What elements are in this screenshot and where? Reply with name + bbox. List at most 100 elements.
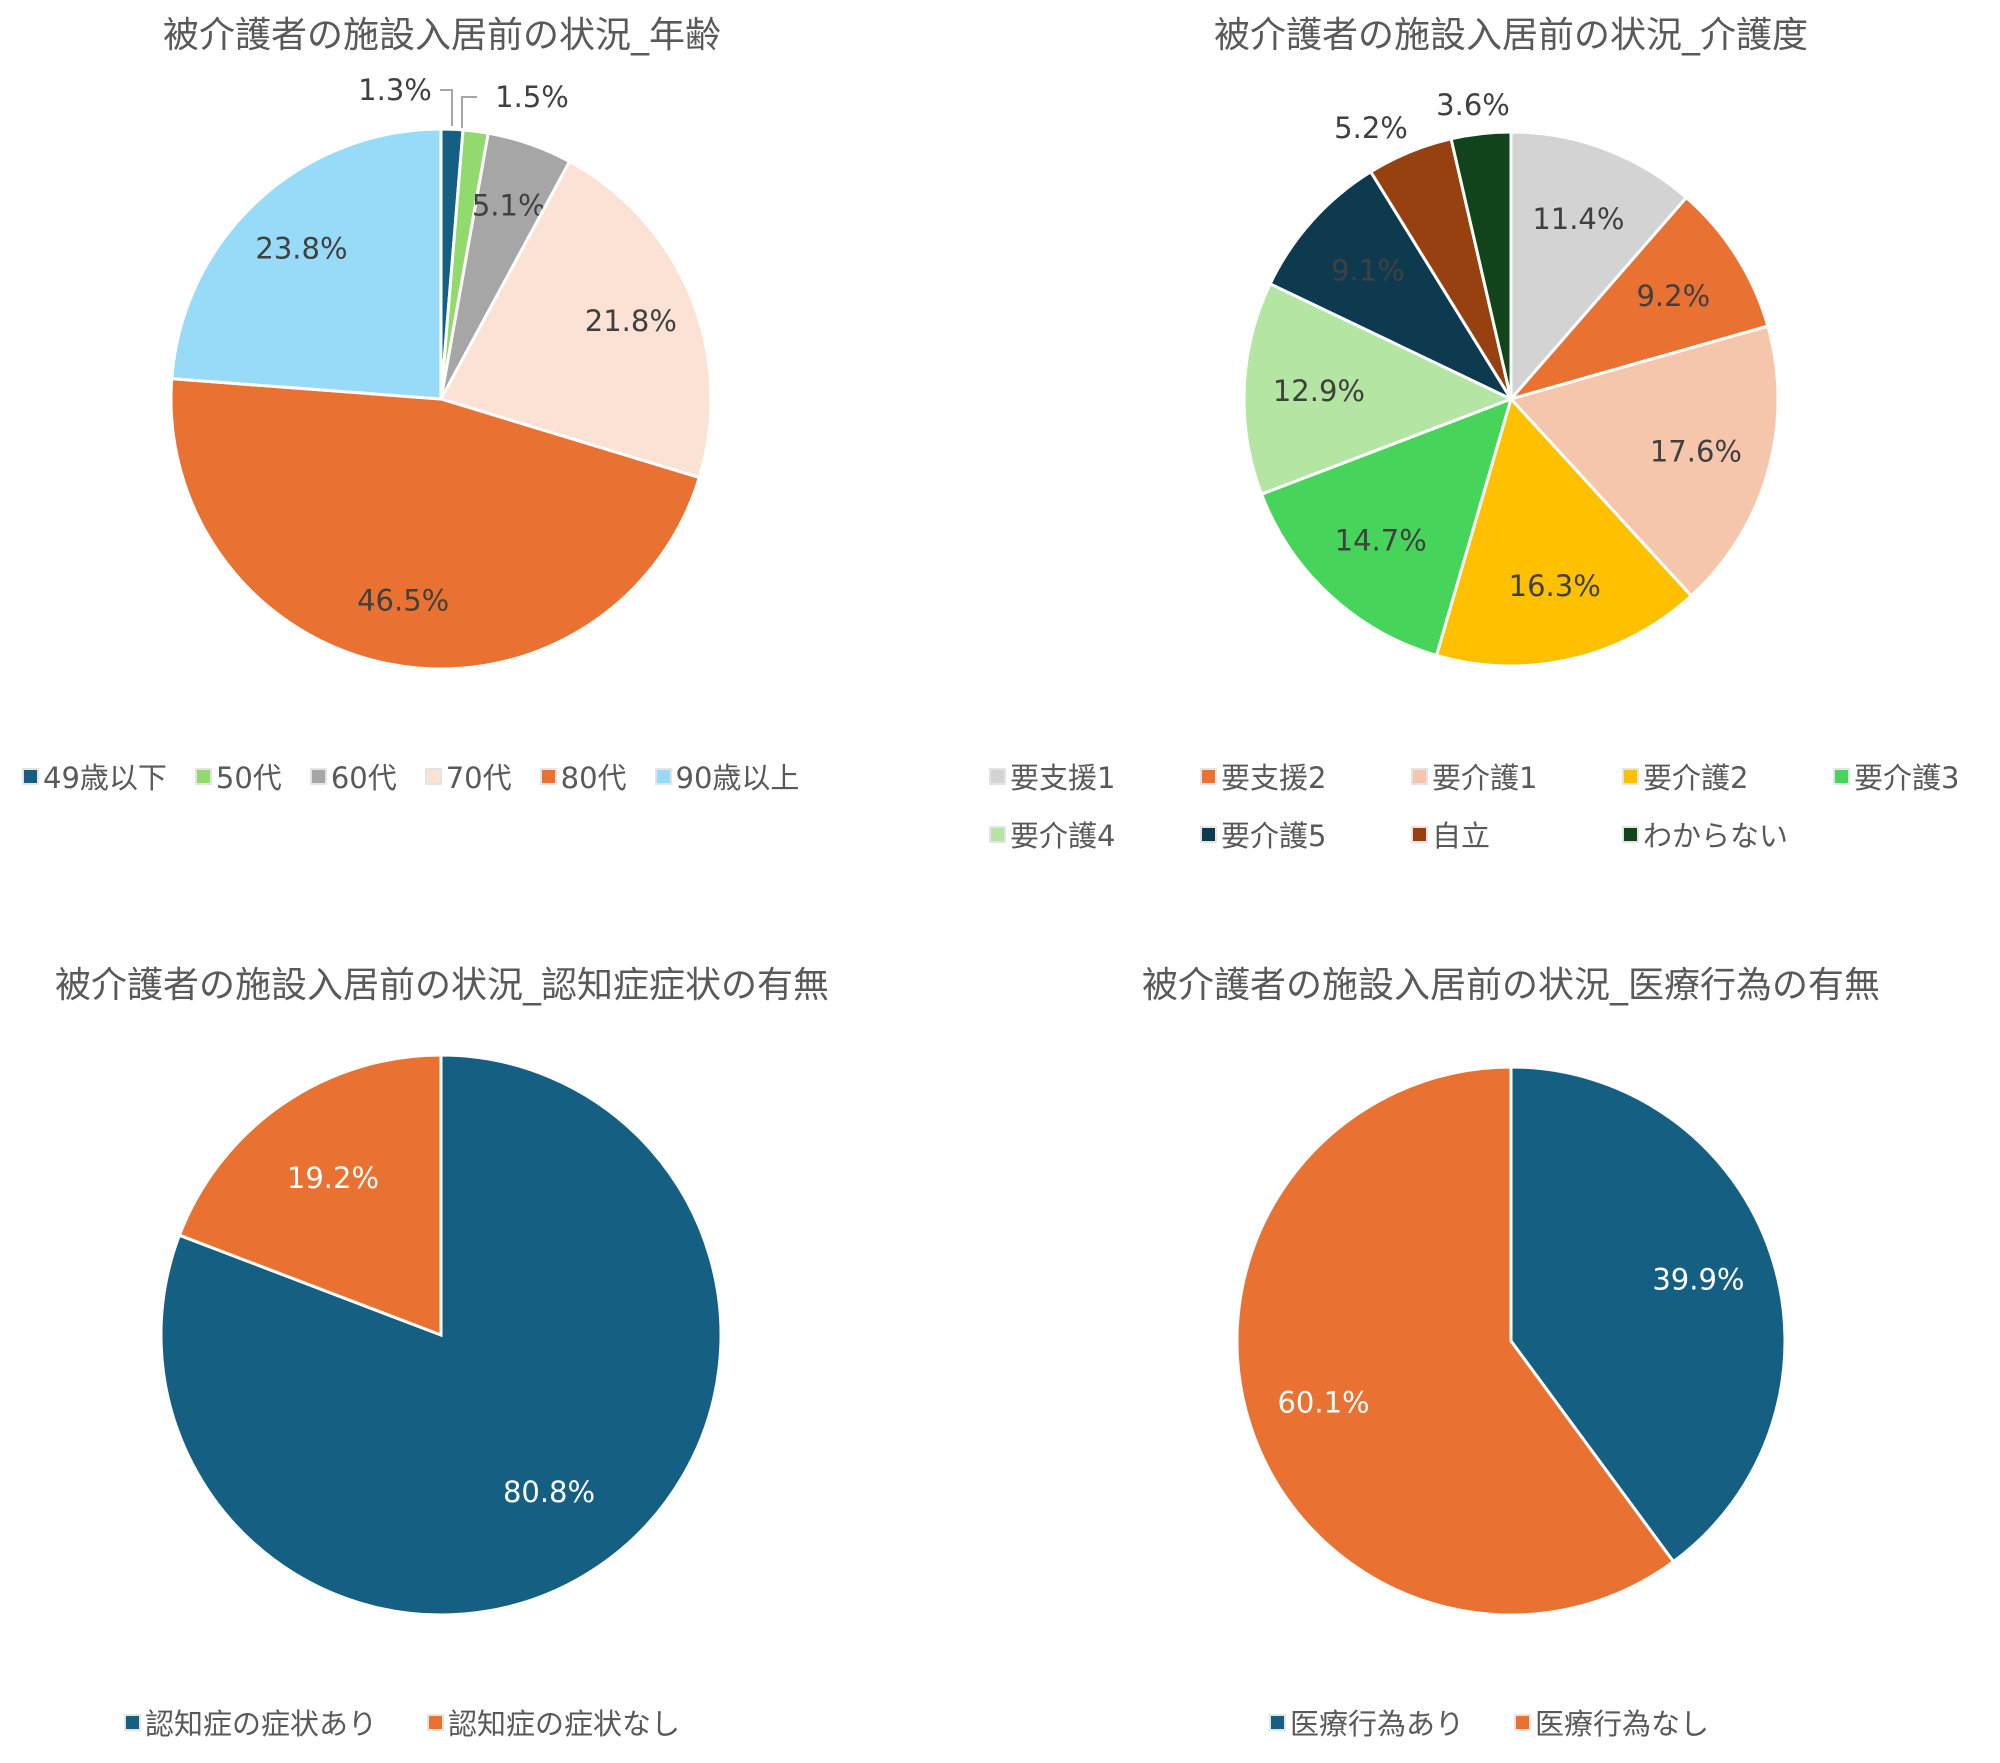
legend-care-level: 要支援1 要支援2 要介護1 要介護2 要介護3 要介護4 要介護5 自立 わからない — [989, 747, 2000, 863]
legend-item: 医療行為あり — [1269, 1693, 1465, 1751]
pie-slice — [170, 127, 443, 401]
chart-title-age: 被介護者の施設入居前の状況_年齢 — [162, 15, 722, 56]
legend-medical: 医療行為あり 医療行為なし — [1269, 1693, 1761, 1751]
legend-marker-icon — [1411, 767, 1428, 785]
pie-slice — [1259, 396, 1514, 658]
legend-item: 80代 — [539, 747, 627, 805]
legend-marker-icon — [989, 825, 1006, 843]
pie-1: 11.4% 9.2% 17.6% 16.3% 14.7% 12.9% 9.1% 5.2% 3.6… — [1242, 88, 1780, 668]
legend-marker-icon — [22, 767, 39, 785]
pie-3: 39.9% 60.1% — [1235, 1065, 1787, 1617]
data-label: 9.1% — [1331, 254, 1405, 288]
data-label: 80.8% — [503, 1475, 595, 1509]
legend-marker-icon — [194, 767, 212, 785]
legend-item: 自立 — [1411, 805, 1624, 863]
pie-slice — [1508, 324, 1780, 599]
legend-item: 70代 — [424, 747, 512, 805]
legend-item: 要介護1 — [1411, 747, 1624, 805]
pie-slice — [438, 159, 713, 480]
legend-label: 医療行為あり — [1290, 1707, 1465, 1741]
legend-marker-icon — [1833, 767, 1850, 785]
legend-item: 医療行為なし — [1514, 1693, 1710, 1751]
legend-marker-icon — [309, 767, 327, 785]
legend-label: 要介護1 — [1432, 761, 1538, 795]
legend-label: 認知症の症状なし — [448, 1707, 681, 1741]
legend-item: 要介護3 — [1833, 747, 2000, 805]
data-label: 39.9% — [1652, 1262, 1744, 1296]
data-label: 46.5% — [357, 584, 449, 618]
pie-slice — [1235, 1065, 1676, 1617]
data-label: 5.2% — [1334, 111, 1408, 145]
legend-marker-icon — [124, 1713, 141, 1731]
legend-label: 医療行為なし — [1535, 1707, 1710, 1741]
pie-slice — [1506, 195, 1770, 402]
chart-title-dementia: 被介護者の施設入居前の状況_認知症症状の有無 — [54, 965, 830, 1006]
pie-slice — [177, 1053, 443, 1338]
data-label: 16.3% — [1509, 569, 1601, 603]
legend-marker-icon — [1269, 1713, 1286, 1731]
legend-label: 70代 — [445, 761, 512, 795]
data-label: 1.5% — [495, 80, 569, 114]
legend-marker-icon — [1200, 825, 1217, 843]
legend-label: 50代 — [215, 761, 282, 795]
pie-slice — [1509, 130, 1689, 404]
legend-marker-icon — [424, 767, 442, 785]
pie-slice — [1509, 1065, 1787, 1564]
data-label: 12.9% — [1273, 374, 1365, 408]
legend-age: 49歳以下 50代 60代 70代 80代 90歳以上 — [22, 747, 829, 805]
legend-label: 要介護3 — [1854, 761, 1960, 795]
data-label: 17.6% — [1650, 434, 1742, 468]
legend-item: 49歳以下 — [22, 747, 167, 805]
leader-line — [461, 96, 477, 128]
pie-0: 1.3% 1.5% 5.1% 21.8% 46.5% 23.8% — [169, 73, 713, 671]
legend-label: 要介護5 — [1221, 819, 1327, 853]
data-label: 23.8% — [255, 232, 347, 266]
legend-item: 要介護4 — [989, 805, 1202, 863]
legend-label: 要支援1 — [1010, 761, 1116, 795]
data-label: 3.6% — [1436, 88, 1510, 122]
legend-item: 60代 — [309, 747, 397, 805]
legend-marker-icon — [1200, 767, 1217, 785]
data-label: 60.1% — [1277, 1386, 1369, 1420]
legend-item: 要支援1 — [989, 747, 1202, 805]
pie-slice — [1449, 130, 1513, 400]
legend-label: わからない — [1643, 819, 1789, 853]
legend-item: 50代 — [194, 747, 282, 805]
data-label: 1.3% — [358, 73, 432, 107]
legend-item: 認知症の症状あり — [124, 1693, 378, 1751]
legend-label: 自立 — [1432, 819, 1491, 853]
legend-item: 要支援2 — [1200, 747, 1413, 805]
legend-label: 要介護2 — [1643, 761, 1749, 795]
legend-item: 認知症の症状なし — [427, 1693, 681, 1751]
legend-label: 49歳以下 — [43, 761, 167, 795]
legend-label: 認知症の症状あり — [145, 1707, 378, 1741]
data-label: 5.1% — [472, 188, 546, 222]
pie-slice — [1268, 169, 1515, 403]
data-label: 21.8% — [585, 304, 677, 338]
legend-label: 90歳以上 — [675, 761, 800, 795]
data-label: 14.7% — [1335, 523, 1427, 557]
leader-line — [440, 89, 453, 126]
legend-item: わからない — [1622, 805, 1835, 863]
data-label: 9.2% — [1636, 279, 1710, 313]
pie-slice — [1434, 396, 1694, 668]
data-label: 11.4% — [1532, 202, 1624, 236]
legend-label: 80代 — [560, 761, 627, 795]
legend-dementia: 認知症の症状あり 認知症の症状なし — [124, 1693, 732, 1751]
legend-marker-icon — [539, 767, 557, 785]
legend-marker-icon — [1622, 767, 1639, 785]
chart-title-care-level: 被介護者の施設入居前の状況_介護度 — [1213, 15, 1809, 56]
legend-label: 60代 — [330, 761, 397, 795]
pie-slice — [169, 377, 702, 671]
legend-label: 要支援2 — [1221, 761, 1327, 795]
legend-item: 90歳以上 — [654, 747, 800, 805]
legend-marker-icon — [654, 767, 672, 785]
legend-marker-icon — [427, 1713, 445, 1731]
pie-slice — [1242, 281, 1515, 497]
chart-title-medical: 被介護者の施設入居前の状況_医療行為の有無 — [1141, 965, 1881, 1006]
legend-label: 要介護4 — [1010, 819, 1116, 853]
data-label: 19.2% — [287, 1161, 379, 1195]
legend-item: 要介護5 — [1200, 805, 1413, 863]
legend-marker-icon — [989, 767, 1006, 785]
